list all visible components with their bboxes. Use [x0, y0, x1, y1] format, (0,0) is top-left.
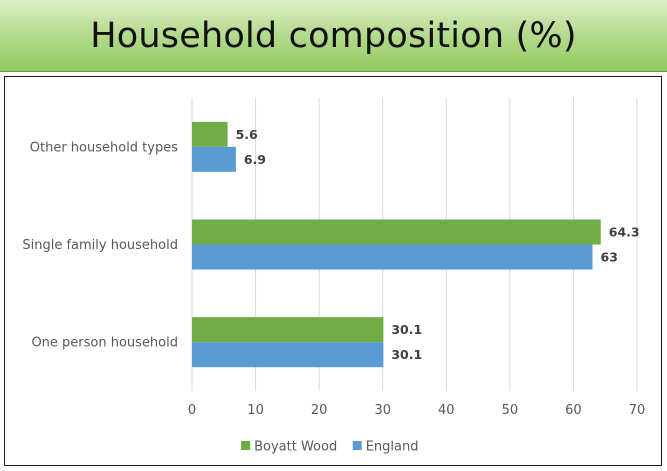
x-tick-label: 30	[374, 403, 391, 418]
bars	[192, 121, 601, 368]
data-label: 30.1	[391, 322, 422, 337]
chart-frame	[4, 76, 662, 466]
labels: 0 10 20 30 40 50 60 70 Other household types 5.6 6…	[22, 127, 645, 418]
x-tick-label: 70	[629, 403, 646, 418]
x-tick-label: 10	[247, 403, 264, 418]
x-tick-label: 20	[311, 403, 328, 418]
data-label: 6.9	[244, 152, 266, 167]
data-label: 63	[601, 250, 618, 265]
legend-swatch	[352, 441, 362, 450]
bar-england	[192, 244, 593, 270]
x-tick-label: 60	[565, 403, 582, 418]
legend-label: England	[366, 440, 419, 455]
legend: Boyatt Wood England	[241, 440, 418, 455]
x-tick-label: 50	[502, 403, 519, 418]
bar-england	[192, 342, 384, 368]
legend-label: Boyatt Wood	[254, 440, 337, 455]
data-label: 64.3	[609, 225, 640, 240]
chart-title: Household composition (%)	[90, 16, 577, 56]
bar-boyatt-wood	[192, 317, 384, 343]
x-tick-label: 40	[438, 403, 455, 418]
data-label: 5.6	[236, 127, 258, 142]
bar-boyatt-wood	[192, 219, 601, 245]
category-label: One person household	[31, 336, 178, 351]
bar-england	[192, 146, 236, 172]
title-banner	[0, 0, 667, 72]
category-label: Other household types	[30, 140, 178, 155]
category-label: Single family household	[22, 238, 178, 253]
data-label: 30.1	[391, 347, 422, 362]
bar-boyatt-wood	[192, 121, 228, 147]
legend-swatch	[241, 441, 251, 450]
x-tick-label: 0	[188, 403, 196, 418]
